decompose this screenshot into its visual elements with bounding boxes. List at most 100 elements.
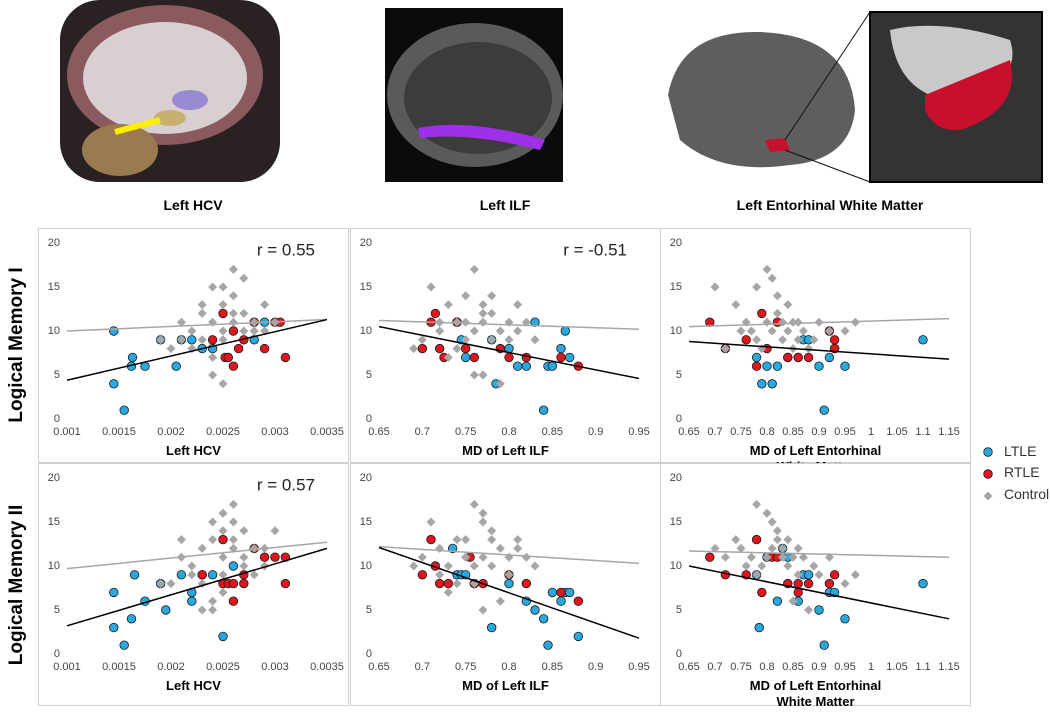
x-axis-title-text: MD of Left ILF xyxy=(462,443,549,458)
point xyxy=(218,534,228,545)
point xyxy=(218,326,228,336)
point xyxy=(840,326,850,336)
point xyxy=(762,508,772,518)
x-tick-label: 0.7 xyxy=(415,661,430,673)
point xyxy=(772,526,782,536)
point xyxy=(840,361,850,371)
x-tick-label: 0.75 xyxy=(730,426,751,438)
point xyxy=(783,300,793,310)
point xyxy=(417,343,428,354)
point xyxy=(443,587,453,597)
point xyxy=(478,300,488,310)
point xyxy=(434,578,445,589)
point xyxy=(513,326,523,336)
x-tick-label: 0.0015 xyxy=(102,661,136,673)
point xyxy=(767,273,777,283)
arrow xyxy=(114,117,161,135)
x-tick-label: 0.8 xyxy=(759,661,774,673)
point xyxy=(443,300,453,310)
point xyxy=(461,335,471,345)
point xyxy=(228,499,238,509)
point xyxy=(772,596,783,606)
point xyxy=(218,335,228,345)
point xyxy=(166,344,176,354)
point xyxy=(741,335,751,345)
x-tick-label: 1 xyxy=(868,426,874,438)
point xyxy=(504,317,514,327)
point xyxy=(814,605,824,615)
point xyxy=(521,578,532,589)
point xyxy=(452,535,462,545)
trend-line xyxy=(66,547,328,627)
y-tick-label: 20 xyxy=(48,237,60,249)
point xyxy=(783,326,793,336)
legend-label: Control xyxy=(1004,486,1050,502)
point xyxy=(228,543,238,553)
point xyxy=(478,517,488,527)
point xyxy=(504,578,514,589)
point xyxy=(762,317,772,327)
x-tick-label: 0.75 xyxy=(455,661,476,673)
point xyxy=(538,405,549,415)
x-tick-label: 0.8 xyxy=(501,661,516,673)
point xyxy=(840,579,850,589)
y-tick-label: 10 xyxy=(360,325,372,337)
point xyxy=(731,535,741,545)
chart-panel: 0 5 10 15 20 0.65 0.7 0.75 0.8 0.85 0.9 0.95 1 1.05 1.… xyxy=(660,463,971,709)
trend-line xyxy=(66,541,328,570)
point xyxy=(803,352,814,363)
point xyxy=(239,561,249,571)
caption: Left Entorhinal White Matter xyxy=(736,197,924,213)
point xyxy=(435,326,445,336)
point xyxy=(720,344,730,354)
legend-marker xyxy=(983,491,993,501)
legend-label: RTLE xyxy=(1004,464,1040,480)
x-tick-label: 0.003 xyxy=(261,426,289,438)
point xyxy=(556,352,566,363)
point xyxy=(487,335,497,345)
x-tick-label: 0.0035 xyxy=(310,661,344,673)
point xyxy=(469,370,479,380)
point xyxy=(239,326,249,336)
point xyxy=(187,561,197,571)
brain-images xyxy=(60,0,1043,183)
point xyxy=(197,570,207,580)
point xyxy=(156,335,166,345)
point xyxy=(270,526,280,536)
point xyxy=(430,308,441,319)
trend-line xyxy=(378,546,640,639)
point xyxy=(487,526,497,536)
point xyxy=(452,344,462,354)
point xyxy=(767,326,777,336)
point xyxy=(126,614,137,624)
point xyxy=(443,352,453,362)
point xyxy=(783,561,793,571)
point xyxy=(778,543,788,553)
x-axis-title-text: Left HCV xyxy=(166,678,221,693)
trend-line xyxy=(688,340,950,360)
legend-markers xyxy=(983,447,993,501)
chart-panel: 0 5 10 15 20 0.65 0.7 0.75 0.8 0.85 0.9 0.95 1 1.05 1.… xyxy=(660,228,971,474)
point xyxy=(166,579,176,589)
point xyxy=(564,587,575,598)
point xyxy=(824,578,835,589)
point xyxy=(187,344,197,354)
chart-panel: 0 5 10 15 20 0.001 0.0015 0.002 0.0025 0.003 0.003… xyxy=(38,463,349,706)
point xyxy=(829,570,840,580)
point xyxy=(443,578,454,589)
point xyxy=(772,535,782,545)
x-axis-title: Left HCV xyxy=(39,678,348,694)
point xyxy=(208,370,218,380)
point xyxy=(751,534,762,545)
point xyxy=(233,343,244,354)
chart-panel: 0 5 10 15 20 0.001 0.0015 0.002 0.0025 0.003 0.003… xyxy=(38,228,349,463)
point xyxy=(197,300,207,310)
y-tick-label: 20 xyxy=(48,472,60,484)
trend-line xyxy=(378,325,640,380)
point xyxy=(260,300,270,310)
zoom-line xyxy=(784,11,871,141)
point xyxy=(208,535,218,545)
point xyxy=(417,570,428,580)
x-axis-title-text: MD of Left Entorhinal White Matter xyxy=(749,678,882,709)
point xyxy=(208,317,218,327)
